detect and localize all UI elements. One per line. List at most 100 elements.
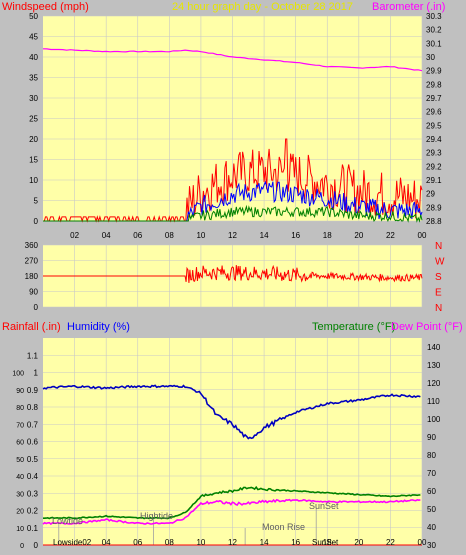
barometer-tick-label: 29.6 [426, 108, 442, 117]
rainfall-tick-label: 0.1 [27, 524, 39, 533]
humidity-tick-label: 70 [16, 422, 24, 429]
humidity-temperature-chart: Rainfall (.in) Humidity (%) Temperature … [2, 321, 463, 551]
barometer-tick-label: 29.2 [426, 162, 442, 171]
top-time-tick-label: 16 [291, 231, 300, 240]
humidity-line [42, 384, 421, 440]
direction-degree-label: 90 [29, 288, 38, 297]
barometer-tick-label: 28.9 [426, 203, 442, 212]
humidity-tick-label: 20 [16, 509, 24, 516]
temperature-tick-label: 140 [427, 343, 441, 352]
direction-gridlines [43, 244, 423, 308]
rainfall-tick-label: 0.7 [27, 420, 39, 429]
barometer-tick-label: 29 [426, 190, 435, 199]
rainfall-tick-label: 0.4 [27, 472, 39, 481]
temperature-tick-label: 110 [427, 397, 440, 406]
direction-degree-label: 360 [25, 241, 39, 250]
windspeed-tick-label: 5 [34, 197, 39, 206]
temperature-axis-ticks: 30 40 50 60 70 80 90 100 110 120 130 140 [427, 343, 441, 550]
windspeed-tick-label: 10 [29, 176, 38, 185]
temperature-axis-title: Temperature (°F) [312, 321, 395, 333]
bottom-time-tick-label: 14 [260, 538, 269, 547]
humidity-axis-ticks: 0 10 20 30 40 50 60 70 80 90 100 [12, 371, 24, 551]
humidity-tick-label: 80 [16, 405, 24, 412]
windspeed-tick-label: 15 [29, 156, 38, 165]
bottom-time-tick-label: 10 [196, 538, 205, 547]
wind-average-line [43, 204, 423, 223]
direction-compass-label: N [435, 241, 442, 252]
barometer-tick-label: 29.9 [426, 67, 442, 76]
rainfall-tick-label: 0 [34, 541, 39, 550]
direction-compass-label: S [435, 272, 442, 283]
humidity-tick-label: 40 [16, 474, 24, 481]
barometer-tick-label: 29.4 [426, 135, 442, 144]
humidity-tick-label: 50 [16, 457, 24, 464]
bottom-time-tick-label: 16 [291, 538, 300, 547]
windspeed-tick-label: 25 [29, 115, 38, 124]
direction-degree-label: 180 [25, 272, 39, 281]
windspeed-tick-label: 30 [29, 94, 38, 103]
rainfall-axis-ticks: 0 0.1 0.2 0.3 0.4 0.5 0.6 0.7 0.8 0.9 1 1.1 [27, 351, 39, 550]
barometer-tick-label: 30.3 [426, 12, 442, 21]
temperature-tick-label: 90 [427, 433, 436, 442]
windspeed-tick-label: 0 [34, 217, 39, 226]
dewpoint-line [42, 498, 421, 526]
top-time-axis-ticks: 02 04 06 08 10 12 14 16 18 20 22 00 [70, 231, 427, 240]
top-time-tick-label: 00 [418, 231, 427, 240]
windspeed-tick-label: 50 [29, 12, 38, 21]
top-time-tick-label: 20 [354, 231, 363, 240]
temperature-tick-label: 50 [427, 505, 436, 514]
top-time-tick-label: 12 [228, 231, 237, 240]
dewpoint-axis-title: Dew Point (°F) [391, 321, 463, 333]
windspeed-tick-label: 45 [29, 33, 38, 42]
bottom-time-tick-label: 20 [354, 538, 363, 547]
barometer-tick-label: 29.1 [426, 176, 442, 185]
temperature-tick-label: 100 [427, 415, 441, 424]
bottom-time-tick-label: 06 [133, 538, 142, 547]
rainfall-tick-label: 0.5 [27, 455, 39, 464]
top-time-tick-label: 02 [70, 231, 79, 240]
rainfall-axis-title: Rainfall (.in) [2, 321, 61, 333]
bottom-time-tick-label: 12 [228, 538, 237, 547]
sunset-label: SunSet [309, 501, 339, 511]
barometer-tick-label: 29.7 [426, 94, 442, 103]
direction-compass-label: E [435, 288, 442, 299]
rainfall-tick-label: 1 [34, 369, 39, 378]
barometer-axis-title: Barometer (.in) [372, 1, 445, 13]
windspeed-series [43, 138, 423, 223]
lowtide-label: Lowtide [52, 516, 83, 526]
barometer-tick-label: 29.8 [426, 80, 442, 89]
bottom-time-tick-label: 22 [386, 538, 395, 547]
windspeed-tick-label: 35 [29, 74, 38, 83]
top-time-tick-label: 06 [133, 231, 142, 240]
rainfall-tick-label: 0.8 [27, 403, 39, 412]
temperature-tick-label: 70 [427, 469, 436, 478]
hightide-label: Hightide [140, 511, 173, 521]
barometer-tick-label: 28.8 [426, 217, 442, 226]
wind-gust-line [43, 138, 423, 223]
lowside-bottom-label: Lowside02 [53, 538, 92, 547]
windspeed-tick-label: 20 [29, 135, 38, 144]
humidity-tick-label: 90 [16, 388, 24, 395]
bottom-time-tick-label: 00 [418, 538, 427, 547]
top-time-tick-label: 04 [102, 231, 111, 240]
windspeed-axis-ticks: 0 5 10 15 20 25 30 35 40 45 50 [29, 12, 38, 226]
rainfall-tick-label: 0.6 [27, 438, 39, 447]
humidity-axis-title: Humidity (%) [67, 321, 130, 333]
rainfall-tick-label: 0.3 [27, 489, 39, 498]
temperature-tick-label: 80 [427, 451, 436, 460]
humidity-tick-label: 100 [12, 371, 24, 378]
bottom-time-tick-label: 04 [102, 538, 111, 547]
rainfall-tick-label: 1.1 [27, 351, 39, 360]
humidity-tick-label: 60 [16, 440, 24, 447]
top-time-tick-label: 22 [386, 231, 395, 240]
direction-degree-ticks: 360 270 180 90 0 [25, 241, 39, 312]
barometer-tick-label: 30.1 [426, 39, 442, 48]
temperature-tick-label: 130 [427, 361, 441, 370]
humidity-tick-label: 10 [16, 526, 24, 533]
wind-direction-line [43, 264, 423, 283]
direction-compass-label: W [435, 257, 445, 268]
rainfall-tick-label: 0.9 [27, 386, 39, 395]
